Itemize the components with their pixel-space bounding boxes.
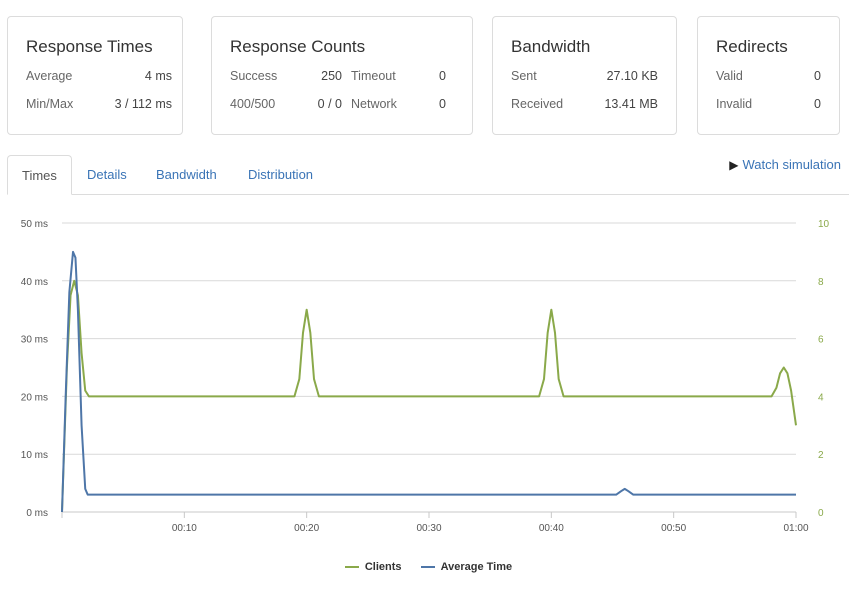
stat-value: 0 xyxy=(439,97,446,111)
y2-tick-label: 2 xyxy=(818,450,824,461)
card-title: Response Times xyxy=(26,37,153,56)
stat-value: 4 ms xyxy=(144,69,172,83)
stat-value: 13.41 MB xyxy=(604,97,658,111)
y2-tick-label: 10 xyxy=(818,219,830,230)
y2-tick-label: 6 xyxy=(818,335,824,346)
stat-label: Valid xyxy=(716,69,743,83)
x-tick-label: 00:30 xyxy=(416,523,441,534)
watch-simulation-link[interactable]: ▶ Watch simulation xyxy=(729,157,841,172)
stat-label: Received xyxy=(511,97,564,111)
tab-times[interactable]: Times xyxy=(7,155,72,195)
chart-legend: Clients Average Time xyxy=(0,559,857,573)
series-line-clients xyxy=(61,279,797,513)
bandwidth-card: Bandwidth Sent 27.10 KB Received 13.41 M… xyxy=(492,16,677,135)
legend-item-average-time[interactable]: Average Time xyxy=(420,561,513,573)
y2-tick-label: 4 xyxy=(818,392,824,403)
tab-distribution[interactable]: Distribution xyxy=(248,167,314,182)
tab-bandwidth[interactable]: Bandwidth xyxy=(156,167,217,182)
stat-value: 3 / 112 ms xyxy=(114,97,172,111)
card-title: Response Counts xyxy=(230,37,366,56)
stat-label: Invalid xyxy=(716,97,753,111)
times-chart: 0 ms 10 ms 20 ms 30 ms 40 ms 50 ms 0 2 4 6 8 10 00:1… xyxy=(21,219,830,534)
legend-label: Average Time xyxy=(440,561,513,573)
response-times-card: Response Times Average 4 ms Min/Max 3 / … xyxy=(7,16,183,135)
response-counts-card: Response Counts Success 250 400/500 0 / … xyxy=(211,16,473,135)
stat-label: Average xyxy=(26,69,73,83)
x-tick-label: 00:10 xyxy=(172,523,197,534)
card-title: Redirects xyxy=(716,37,788,56)
y2-tick-label: 0 xyxy=(818,508,824,519)
stat-label: Success xyxy=(230,69,278,83)
y-tick-label: 40 ms xyxy=(21,277,48,288)
redirects-card: Redirects Valid 0 Invalid 0 xyxy=(697,16,840,135)
stat-value: 0 xyxy=(439,69,446,83)
stat-value: 0 / 0 xyxy=(317,97,342,111)
card-title: Bandwidth xyxy=(511,37,591,56)
y2-tick-label: 8 xyxy=(818,277,824,288)
legend-swatch xyxy=(420,566,435,568)
stat-value: 0 xyxy=(814,69,821,83)
play-icon: ▶ xyxy=(729,158,739,172)
x-tick-label: 01:00 xyxy=(783,523,808,534)
y-tick-label: 50 ms xyxy=(21,219,48,230)
watch-simulation-label: Watch simulation xyxy=(742,157,842,172)
tab-details[interactable]: Details xyxy=(87,167,127,182)
tabs-divider xyxy=(7,194,849,195)
stat-value: 250 xyxy=(321,69,342,83)
stat-label: 400/500 xyxy=(230,97,276,111)
stat-value: 0 xyxy=(814,97,821,111)
legend-item-clients[interactable]: Clients xyxy=(344,561,402,573)
x-tick-label: 00:40 xyxy=(539,523,564,534)
stat-label: Network xyxy=(351,97,397,111)
stat-label: Timeout xyxy=(351,69,396,83)
y-tick-label: 30 ms xyxy=(21,335,48,346)
stat-label: Min/Max xyxy=(26,97,74,111)
x-tick-label: 00:50 xyxy=(661,523,686,534)
legend-swatch xyxy=(344,566,359,568)
legend-label: Clients xyxy=(364,561,402,573)
y-tick-label: 20 ms xyxy=(21,392,48,403)
series-line-average-time xyxy=(61,250,796,513)
stat-value: 27.10 KB xyxy=(606,69,658,83)
y-tick-label: 10 ms xyxy=(21,450,48,461)
x-tick-label: 00:20 xyxy=(294,523,319,534)
stat-label: Sent xyxy=(511,69,537,83)
y-tick-label: 0 ms xyxy=(26,508,48,519)
